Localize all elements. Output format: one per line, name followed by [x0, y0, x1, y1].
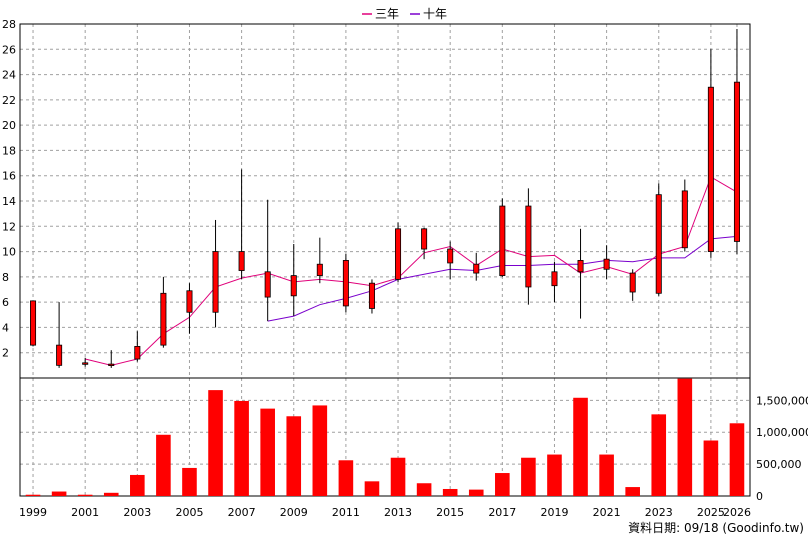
- volume-bar: [677, 378, 693, 496]
- volume-panel: 0 500,000 1,000,000 1,500,000: [19, 377, 808, 503]
- candle-body: [212, 251, 219, 313]
- x-tick-label: 2019: [540, 506, 568, 519]
- price-tick-label: 6: [2, 296, 9, 309]
- volume-bar: [573, 397, 588, 496]
- volume-bar: [364, 481, 380, 496]
- price-tick-label: 18: [2, 144, 16, 157]
- x-tick-label: 2025: [697, 506, 725, 519]
- candle-body: [577, 260, 584, 273]
- candle-body: [629, 272, 636, 293]
- volume-bar: [156, 434, 171, 496]
- candle-body: [447, 248, 454, 264]
- candle-body: [473, 263, 480, 274]
- candle-body: [733, 81, 740, 242]
- x-tick-label: 1999: [19, 506, 47, 519]
- legend-label-ma3: 三年: [375, 7, 399, 21]
- x-tick-label: 2005: [175, 506, 203, 519]
- candle-body: [681, 190, 688, 249]
- candle-body: [134, 345, 141, 360]
- legend-label-ma10: 十年: [423, 7, 447, 21]
- x-tick-label: 2003: [123, 506, 151, 519]
- price-tick-label: 2: [2, 347, 9, 360]
- x-tick-label: 2021: [593, 506, 621, 519]
- candle-body: [603, 258, 610, 270]
- legend: 三年 十年: [362, 7, 447, 21]
- volume-bar: [599, 454, 614, 496]
- volume-bar: [338, 460, 354, 496]
- volume-bar: [25, 494, 41, 496]
- volume-bar: [729, 423, 745, 496]
- x-tick-label: 2023: [645, 506, 673, 519]
- price-tick-label: 14: [2, 195, 16, 208]
- volume-bar: [442, 488, 458, 496]
- volume-bar: [651, 414, 667, 496]
- footer-source: 資料日期: 09/18 (Goodinfo.tw): [628, 521, 804, 535]
- price-tick-label: 26: [2, 43, 16, 56]
- volume-bar: [208, 390, 223, 496]
- candle-body: [238, 251, 245, 271]
- volume-bar: [703, 440, 719, 496]
- candle-body: [82, 362, 89, 365]
- x-axis: 1999 2001 2003 2005 2007 2009 2011 2013 2015 2017…: [19, 506, 751, 519]
- volume-tick-label: 500,000: [756, 458, 802, 471]
- volume-bar: [130, 474, 145, 496]
- candle-body: [421, 228, 428, 250]
- candle-body: [264, 271, 271, 298]
- candle-body: [525, 205, 532, 288]
- volume-bar: [416, 483, 432, 496]
- price-tick-label: 28: [2, 18, 16, 31]
- candle-body: [368, 282, 375, 309]
- volume-frame: [19, 377, 751, 497]
- candle-body: [56, 344, 63, 366]
- price-tick-label: 10: [2, 246, 16, 259]
- volume-tick-label: 0: [756, 490, 763, 503]
- candle-body: [30, 300, 37, 346]
- x-tick-label: 2011: [332, 506, 360, 519]
- x-tick-label: 2013: [384, 506, 412, 519]
- candle-body: [108, 363, 115, 366]
- candle-body: [316, 263, 323, 276]
- volume-bar: [77, 494, 93, 496]
- candle-body: [186, 290, 193, 313]
- price-tick-label: 16: [2, 170, 16, 183]
- x-tick-label: 2007: [228, 506, 256, 519]
- price-tick-label: 8: [2, 271, 9, 284]
- price-tick-label: 24: [2, 69, 16, 82]
- candle-body: [707, 86, 714, 252]
- volume-bar: [51, 491, 67, 496]
- price-tick-label: 12: [2, 220, 16, 233]
- volume-tick-label: 1,000,000: [756, 426, 808, 439]
- x-tick-label: 2015: [436, 506, 464, 519]
- volume-bar: [312, 405, 328, 496]
- candle-body: [290, 275, 297, 297]
- price-tick-label: 4: [2, 321, 9, 334]
- volume-bar: [521, 457, 536, 496]
- price-tick-label: 20: [2, 119, 16, 132]
- candle-body: [655, 194, 662, 294]
- volume-tick-label: 1,500,000: [756, 394, 808, 407]
- volume-bar: [495, 473, 510, 496]
- x-tick-label: 2026: [723, 506, 751, 519]
- volume-bar: [547, 454, 562, 496]
- x-tick-label: 2017: [488, 506, 516, 519]
- candle-body: [160, 292, 167, 346]
- candle-body: [499, 205, 506, 276]
- volume-bar: [390, 457, 406, 496]
- volume-bar: [286, 416, 302, 496]
- volume-bar: [182, 467, 197, 496]
- volume-bar: [260, 408, 275, 496]
- volume-bar: [103, 492, 119, 496]
- x-tick-label: 2001: [71, 506, 99, 519]
- candle-body: [342, 260, 349, 307]
- volume-bar: [234, 400, 249, 496]
- candle-body: [395, 228, 402, 280]
- volume-bar: [468, 489, 484, 496]
- ma3-line: [85, 176, 738, 366]
- x-tick-label: 2009: [280, 506, 308, 519]
- candle-body: [551, 271, 558, 287]
- volume-bar: [625, 487, 640, 496]
- price-tick-label: 22: [2, 94, 16, 107]
